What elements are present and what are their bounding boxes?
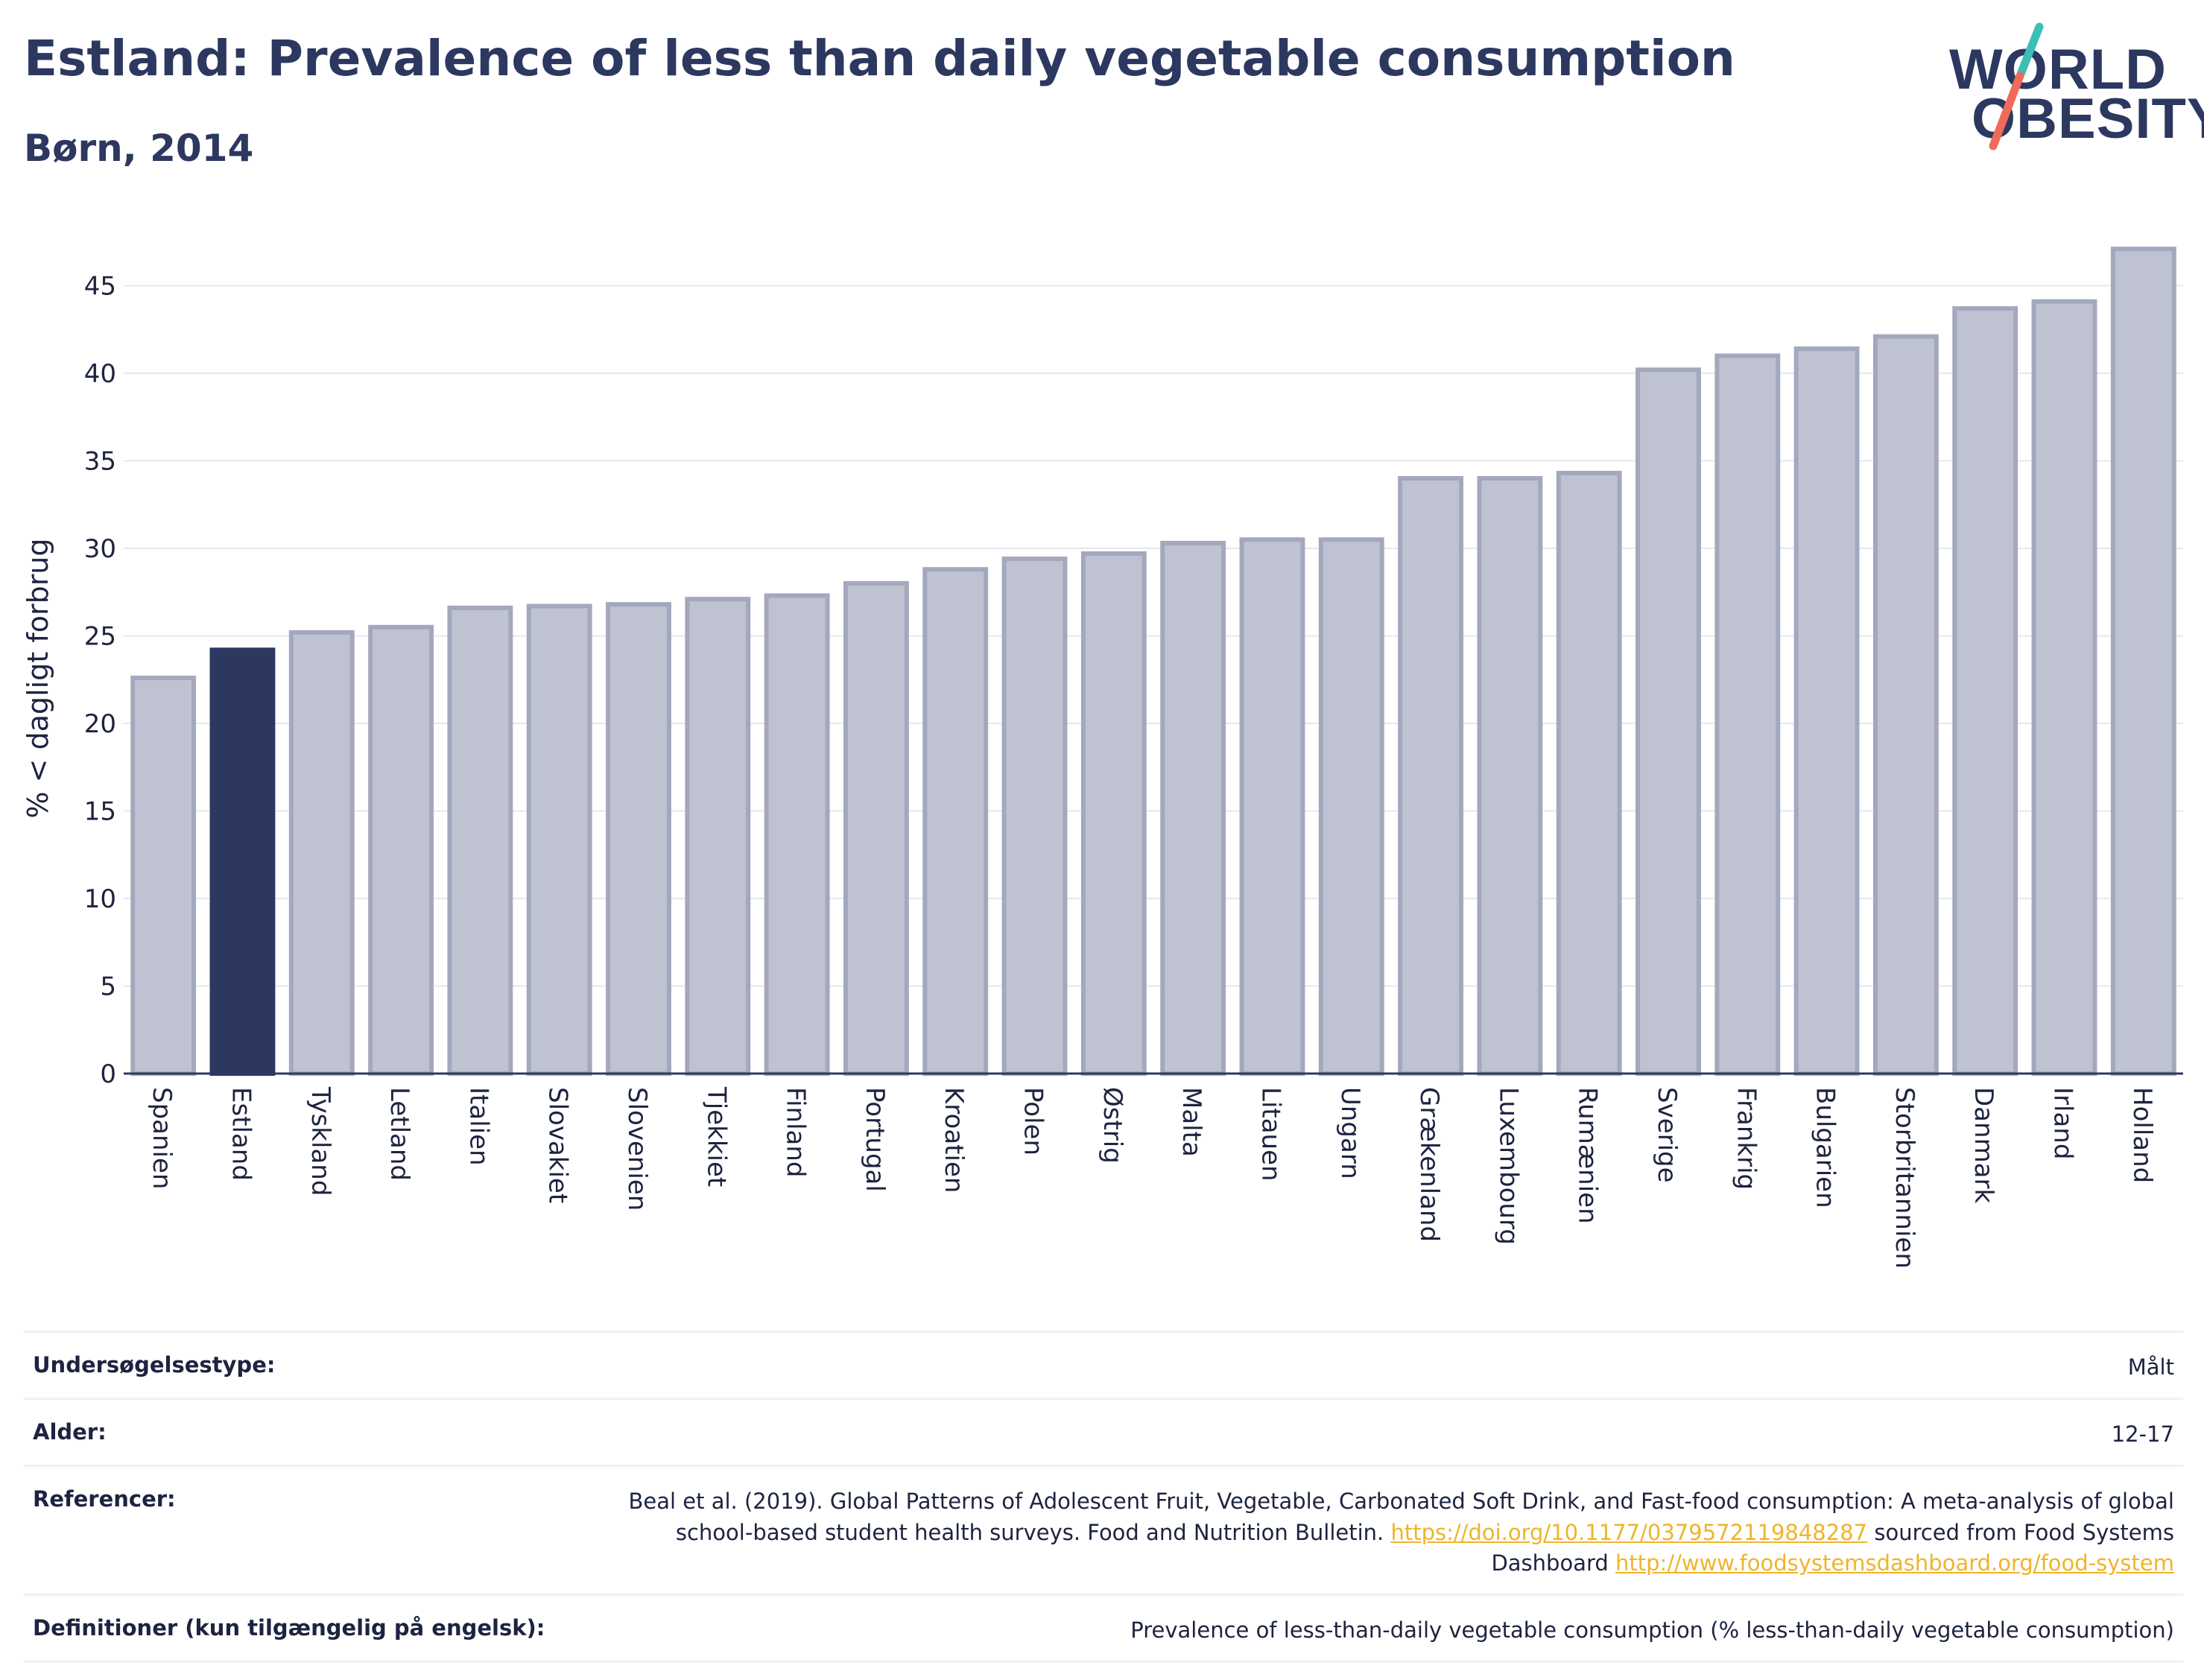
y-tick-label: 30 [84,534,116,564]
bar [606,602,671,1076]
bar [447,605,513,1076]
y-tick-label: 45 [84,272,116,302]
x-tick-label: Letland [384,1087,414,1181]
bar [1556,470,1622,1076]
x-tick-label: Estland [226,1087,256,1181]
x-tick-label: Kroatien [939,1087,969,1193]
bar [1318,537,1384,1076]
references-text-2: sourced from Food Systems Dashboard [1491,1519,2174,1576]
x-tick-label: Malta [1177,1087,1206,1157]
bar [288,630,355,1076]
y-tick-label: 15 [84,797,116,827]
x-tick-label: Grækenland [1414,1087,1444,1242]
bar [368,624,434,1076]
y-tick-label: 25 [84,622,116,652]
y-tick-label: 35 [84,447,116,477]
y-tick-label: 5 [100,972,116,1002]
chart-subtitle: Børn, 2014 [24,127,254,170]
age-label: Alder: [33,1419,107,1445]
logo-line-1: WORLD [1949,38,2167,101]
doi-link[interactable]: https://doi.org/10.1177/0379572119848287 [1390,1519,1868,1545]
x-tick-label: Bulgarien [1811,1087,1840,1208]
x-tick-label: Storbritannien [1890,1087,1919,1269]
bar [1635,367,1701,1077]
info-table: Undersøgelsestype: Målt Alder: 12-17 Ref… [24,1331,2183,1664]
x-tick-label: Spanien [147,1087,177,1189]
bar [209,647,276,1076]
definitions-label: Definitioner (kun tilgængelig på engelsk… [33,1614,545,1641]
bar-chart: 0 5 10 15 20 25 30 35 40 45 Spanien Estland Tyskland… [22,247,2183,1269]
definitions-row: Definitioner (kun tilgængelig på engelsk… [24,1593,2183,1664]
bar [922,567,989,1076]
bar [1398,476,1464,1076]
x-tick-label: Ungarn [1335,1087,1365,1179]
x-tick-label: Slovakiet [543,1087,573,1203]
x-tick-label: Polen [1019,1087,1048,1156]
definitions-value: Prevalence of less-than-daily vegetable … [1130,1617,2174,1643]
references-text-1: Beal et al. (2019). Global Patterns of A… [628,1489,2174,1545]
survey-type-value: Målt [2127,1354,2174,1380]
bar [1239,537,1305,1076]
x-tick-label: Slovenien [622,1087,652,1211]
references-label: Referencer: [33,1486,176,1512]
y-tick-label: 40 [84,359,116,389]
x-tick-label: Sverige [1652,1087,1682,1183]
x-tick-label: Rumænien [1573,1087,1603,1224]
x-tick-label: Tyskland [305,1086,335,1196]
food-systems-dashboard-link[interactable]: http://www.foodsystemsdashboard.org/food… [1615,1550,2174,1576]
world-obesity-logo: WORLD OBESITY [1937,22,2204,164]
x-tick-label: Finland [781,1087,811,1178]
references-value: Beal et al. (2019). Global Patterns of A… [595,1486,2174,1579]
bar [1160,540,1226,1076]
y-tick-label: 10 [84,884,116,914]
survey-type-label: Undersøgelsestype: [33,1352,276,1378]
x-tick-label: Østrig [1098,1087,1127,1164]
bar [1001,557,1068,1077]
age-row: Alder: 12-17 [24,1398,2183,1465]
age-value: 12-17 [2111,1421,2174,1448]
bar [2031,299,2097,1076]
x-tick-label: Danmark [1969,1087,1998,1203]
y-tick-label: 0 [100,1059,116,1089]
x-tick-label: Litauen [1255,1087,1285,1182]
bar [1872,334,1939,1076]
x-tick-label: Irland [2048,1087,2078,1159]
chart-title: Estland: Prevalence of less than daily v… [24,30,1735,87]
x-tick-label: Portugal [860,1087,890,1192]
x-tick-label: Tjekkiet [701,1086,731,1187]
logo-slash-icon [1989,22,2044,150]
x-tick-label: Luxembourg [1493,1087,1523,1245]
bar [843,581,909,1076]
references-row: Referencer: Beal et al. (2019). Global P… [24,1465,2183,1594]
bar [2110,247,2176,1076]
x-tick-label: Holland [2127,1087,2157,1183]
y-tick-label: 20 [84,709,116,739]
bar [526,603,592,1076]
bar [685,597,751,1076]
bar [130,675,197,1076]
x-tick-label: Frankrig [1731,1087,1761,1190]
bar [1793,346,1860,1077]
x-tick-label: Italien [463,1087,493,1166]
bar [1714,353,1781,1076]
survey-type-row: Undersøgelsestype: Målt [24,1331,2183,1398]
bar [1477,476,1543,1076]
bar [1080,551,1147,1076]
y-axis-title: % < dagligt forbrug [22,538,54,818]
bar [1952,306,2018,1076]
bar [764,593,830,1076]
